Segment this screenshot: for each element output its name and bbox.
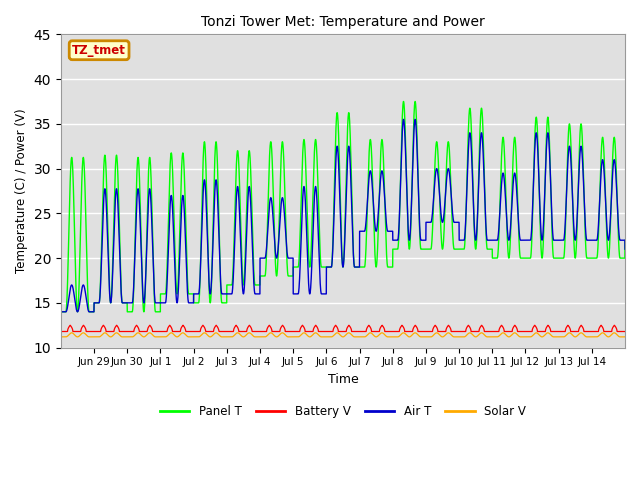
Air T <box>621 246 629 252</box>
Battery V <box>539 329 547 335</box>
Air T <box>266 198 274 204</box>
Air T <box>412 117 419 122</box>
Panel T <box>332 119 340 124</box>
Solar V <box>339 334 346 340</box>
Line: Solar V: Solar V <box>61 333 625 337</box>
Panel T <box>283 245 291 251</box>
Title: Tonzi Tower Met: Temperature and Power: Tonzi Tower Met: Temperature and Power <box>201 15 485 29</box>
Panel T <box>266 147 274 153</box>
Panel T <box>381 184 388 190</box>
Solar V <box>539 334 547 339</box>
Air T <box>283 243 291 249</box>
Line: Panel T: Panel T <box>61 101 625 312</box>
Solar V <box>68 330 76 336</box>
Air T <box>339 262 346 268</box>
Text: TZ_tmet: TZ_tmet <box>72 44 126 57</box>
Solar V <box>266 330 274 336</box>
Battery V <box>333 324 340 329</box>
Air T <box>332 150 340 156</box>
Battery V <box>339 329 346 335</box>
Panel T <box>539 249 547 254</box>
Panel T <box>339 262 346 267</box>
Line: Battery V: Battery V <box>61 325 625 332</box>
Solar V <box>283 333 291 339</box>
Battery V <box>266 323 274 329</box>
Solar V <box>333 330 340 336</box>
Line: Air T: Air T <box>61 120 625 312</box>
Battery V <box>621 329 629 335</box>
Air T <box>539 232 547 238</box>
Air T <box>381 191 388 196</box>
Battery V <box>57 329 65 335</box>
Battery V <box>166 323 173 328</box>
Air T <box>57 309 65 315</box>
Legend: Panel T, Battery V, Air T, Solar V: Panel T, Battery V, Air T, Solar V <box>155 400 531 423</box>
Y-axis label: Temperature (C) / Power (V): Temperature (C) / Power (V) <box>15 108 28 273</box>
X-axis label: Time: Time <box>328 373 358 386</box>
Panel T <box>621 237 629 243</box>
Solar V <box>381 332 388 337</box>
Solar V <box>621 334 629 340</box>
Battery V <box>283 329 291 335</box>
Solar V <box>57 334 65 340</box>
Battery V <box>381 327 388 333</box>
Panel T <box>412 98 419 104</box>
Panel T <box>57 309 65 315</box>
